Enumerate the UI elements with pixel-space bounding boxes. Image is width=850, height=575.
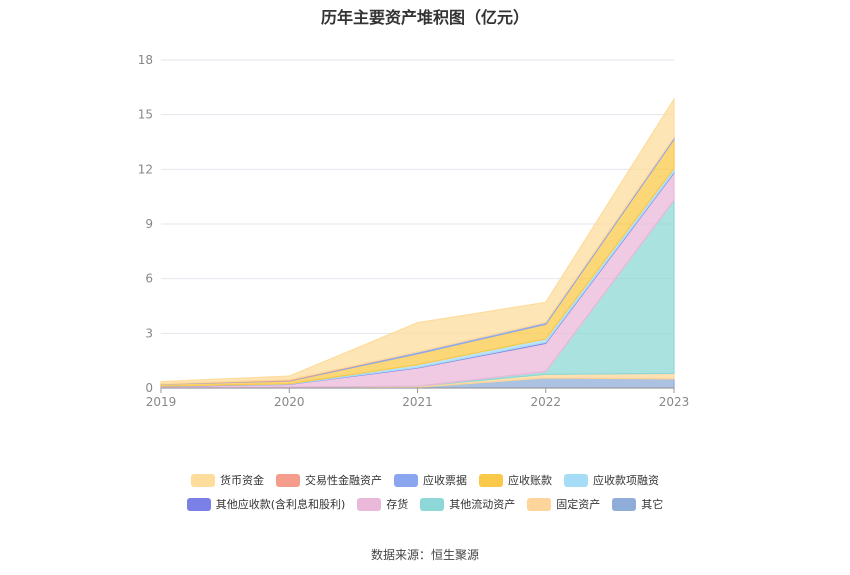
- y-tick-label: 6: [145, 272, 153, 286]
- x-tick-label: 2022: [530, 395, 561, 409]
- legend-label: 其他应收款(含利息和股利): [215, 498, 346, 511]
- y-tick-label: 12: [138, 162, 153, 176]
- legend-swatch: [191, 473, 215, 487]
- x-tick-label: 2023: [659, 395, 690, 409]
- legend-swatch: [394, 473, 418, 487]
- legend-item[interactable]: 应收款项融资: [564, 472, 659, 488]
- legend-swatch: [527, 497, 552, 511]
- legend-label: 应收款项融资: [593, 474, 659, 487]
- legend-swatch: [479, 473, 503, 487]
- chart-legend: 货币资金 交易性金融资产 应收票据 应收账款 应收款项融资其他应收款(含利息和股利) 存货…: [0, 472, 850, 520]
- legend-label: 其它: [641, 498, 664, 511]
- y-tick-label: 9: [145, 217, 153, 231]
- x-tick-label: 2021: [402, 395, 433, 409]
- legend-label: 应收票据: [423, 474, 467, 487]
- legend-swatch: [276, 473, 300, 487]
- legend-item[interactable]: 其他流动资产: [420, 496, 515, 512]
- y-tick-label: 18: [138, 53, 153, 67]
- legend-row: 货币资金 交易性金融资产 应收票据 应收账款 应收款项融资: [0, 472, 850, 488]
- legend-label: 应收账款: [508, 474, 552, 487]
- legend-swatch: [357, 497, 382, 511]
- legend-item[interactable]: 其他应收款(含利息和股利): [186, 496, 346, 512]
- x-tick-label: 2019: [146, 395, 177, 409]
- legend-item[interactable]: 交易性金融资产: [276, 472, 382, 488]
- legend-label: 其他流动资产: [449, 498, 516, 511]
- y-tick-label: 15: [138, 108, 153, 122]
- legend-item[interactable]: 应收票据: [394, 472, 467, 488]
- legend-swatch: [186, 497, 211, 511]
- legend-row: 其他应收款(含利息和股利) 存货 其他流动资产 固定资产 其它: [0, 496, 850, 512]
- legend-swatch: [612, 497, 637, 511]
- legend-item[interactable]: 固定资产: [527, 496, 600, 512]
- legend-label: 货币资金: [220, 474, 264, 487]
- y-tick-label: 3: [145, 326, 153, 340]
- chart-title: 历年主要资产堆积图（亿元）: [320, 8, 529, 27]
- legend-item[interactable]: 存货: [357, 496, 408, 512]
- legend-label: 存货: [386, 498, 409, 511]
- legend-label: 交易性金融资产: [305, 474, 382, 487]
- area-series: [160, 97, 675, 385]
- y-tick-label: 0: [145, 381, 153, 395]
- legend-swatch: [420, 497, 445, 511]
- legend-item[interactable]: 货币资金: [191, 472, 264, 488]
- data-source-note: 数据来源：恒生聚源: [370, 548, 479, 562]
- legend-swatch: [564, 473, 588, 487]
- legend-item[interactable]: 应收账款: [479, 472, 552, 488]
- x-tick-label: 2020: [274, 395, 305, 409]
- legend-item[interactable]: 其它: [612, 496, 663, 512]
- legend-label: 固定资产: [556, 498, 601, 511]
